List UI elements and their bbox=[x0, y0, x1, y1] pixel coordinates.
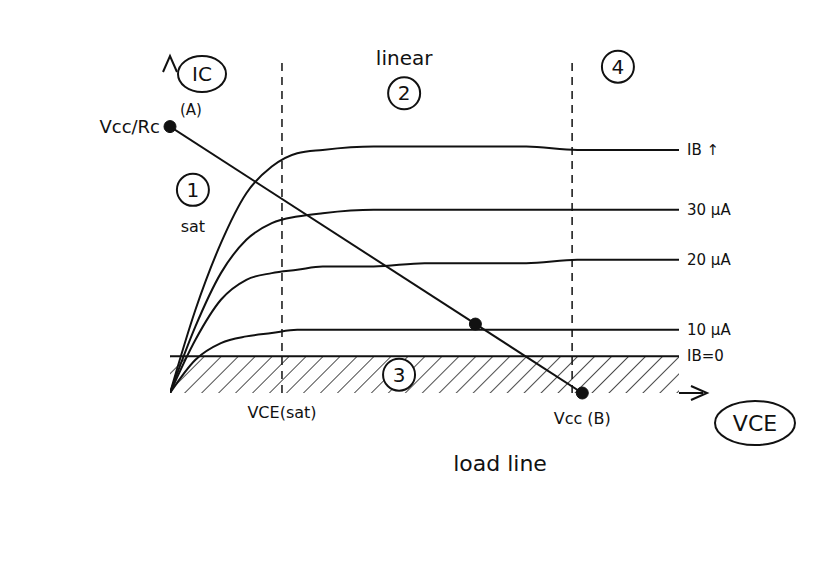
svg-text:2: 2 bbox=[398, 81, 411, 105]
svg-text:Vcc/Rc: Vcc/Rc bbox=[99, 116, 160, 137]
svg-text:Vcc (B): Vcc (B) bbox=[554, 409, 611, 428]
svg-text:3: 3 bbox=[393, 363, 406, 387]
svg-text:IC: IC bbox=[192, 62, 212, 86]
svg-text:IB=0: IB=0 bbox=[687, 347, 724, 365]
svg-text:4: 4 bbox=[612, 55, 625, 79]
svg-text:VCE: VCE bbox=[733, 411, 777, 436]
svg-text:sat: sat bbox=[181, 217, 205, 236]
svg-text:1: 1 bbox=[187, 178, 200, 202]
svg-text:20 μA: 20 μA bbox=[687, 251, 731, 269]
svg-text:10 μA: 10 μA bbox=[687, 321, 731, 339]
svg-text:30 μA: 30 μA bbox=[687, 201, 731, 219]
svg-text:load line: load line bbox=[453, 451, 547, 476]
svg-text:VCE(sat): VCE(sat) bbox=[247, 403, 316, 422]
svg-text:IB ↑: IB ↑ bbox=[687, 141, 719, 159]
svg-text:(A): (A) bbox=[180, 101, 202, 119]
svg-text:linear: linear bbox=[376, 46, 433, 70]
